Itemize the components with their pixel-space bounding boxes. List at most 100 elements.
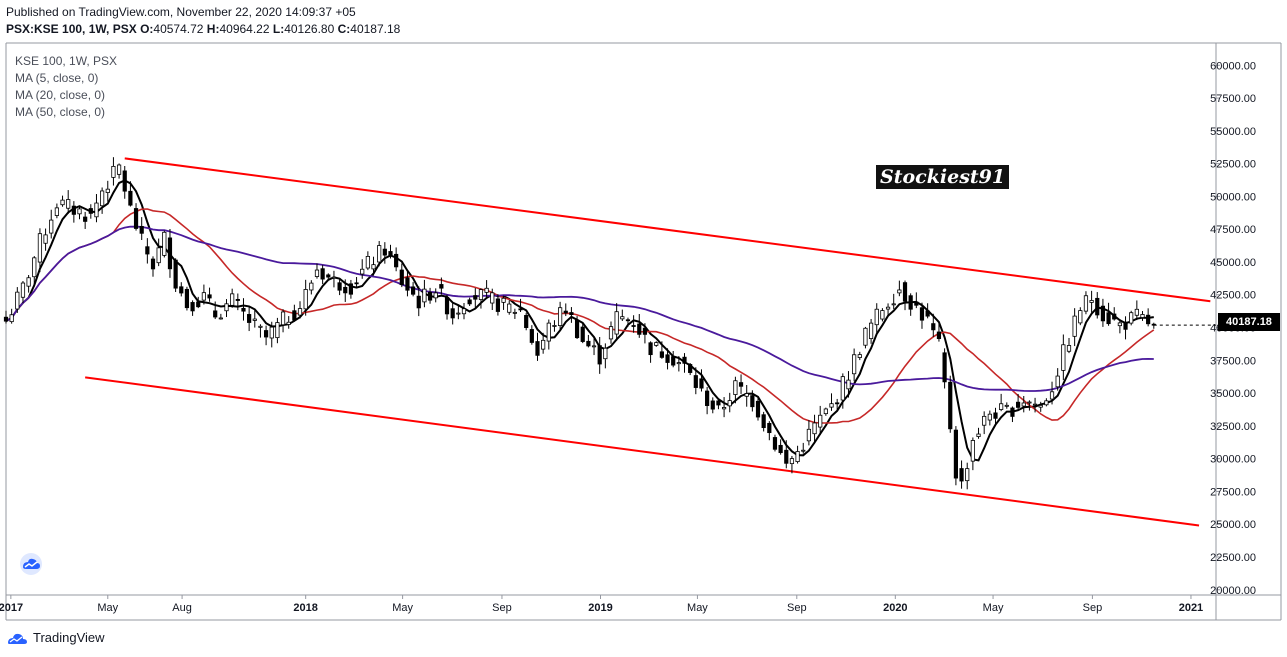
candle-body (247, 314, 252, 323)
candle (484, 280, 489, 299)
candle (230, 288, 235, 308)
candle-body (1078, 310, 1083, 324)
time-tick-label: May (97, 602, 118, 614)
candle (852, 348, 857, 382)
candle-body (26, 277, 31, 287)
candle-body (925, 310, 930, 317)
candle-body (1027, 401, 1032, 404)
candle-body (382, 248, 387, 256)
legend-ma5[interactable]: MA (5, close, 0) (15, 71, 99, 85)
candle (360, 259, 365, 279)
candle-body (416, 295, 421, 309)
candle (648, 341, 653, 363)
candle-body (852, 354, 857, 375)
candle-body (405, 277, 410, 291)
candle-body (982, 415, 987, 426)
candle-body (495, 298, 501, 312)
candle (1089, 290, 1094, 313)
candle-body (1044, 400, 1049, 406)
time-tick-label: Aug (172, 602, 192, 614)
candle-body (1140, 314, 1145, 318)
candle (688, 362, 693, 376)
candle-body (897, 289, 902, 294)
candle-body (716, 400, 721, 406)
candle (292, 304, 297, 322)
candle (1055, 368, 1060, 391)
candle-body (9, 314, 14, 323)
time-tick-label: 2021 (1179, 602, 1203, 614)
candle (71, 201, 76, 223)
candle-body (789, 458, 795, 465)
candle (224, 299, 229, 318)
ma-5-line (5, 179, 1154, 462)
tradingview-cloud-icon[interactable] (18, 553, 44, 575)
candle (3, 310, 9, 324)
candle (184, 286, 190, 311)
candle (394, 247, 399, 272)
candle-body (411, 286, 416, 295)
candle-body (665, 354, 670, 363)
candle-body (280, 311, 286, 326)
time-tick-label: Sep (787, 602, 807, 614)
candle-body (348, 283, 354, 295)
legend-ma50[interactable]: MA (50, close, 0) (15, 105, 106, 119)
candle-body (1123, 321, 1128, 330)
candle-body (66, 199, 71, 209)
footer-brand[interactable]: TradingView (33, 630, 105, 645)
candle (738, 374, 744, 394)
candle-body (258, 325, 263, 328)
candle (925, 303, 930, 319)
chart-legend: KSE 100, 1W, PSX MA (5, close, 0) MA (20… (15, 53, 117, 121)
ma-20-line (5, 208, 1155, 424)
candle (880, 308, 885, 322)
price-tick-label: 60000.00 (1210, 60, 1256, 72)
candle-body (625, 319, 631, 322)
candle (252, 308, 257, 328)
candle (20, 281, 26, 304)
price-tick-label: 57500.00 (1210, 93, 1256, 105)
candle (778, 439, 783, 455)
candle-body (614, 311, 619, 335)
candle-body (563, 310, 568, 314)
candle-body (122, 170, 127, 192)
candle-body (637, 323, 642, 335)
time-tick-label: May (392, 602, 413, 614)
candle (721, 397, 727, 418)
candle (558, 301, 563, 331)
candle (1134, 300, 1139, 321)
candle (987, 410, 992, 426)
ohlc-key: H: (203, 22, 220, 36)
candle-body (15, 291, 20, 310)
candle-body (529, 329, 534, 343)
candle (43, 228, 48, 251)
candle-body (863, 327, 868, 346)
candle-body (456, 312, 461, 315)
candle-body (512, 311, 517, 314)
candle (478, 288, 484, 309)
candle-body (337, 282, 342, 291)
candle-body (439, 284, 444, 289)
candle-body (100, 190, 105, 207)
ohlc-value: 40964.22 (219, 22, 270, 36)
price-tick-label: 22500.00 (1210, 552, 1256, 564)
candle (631, 315, 636, 333)
candle (993, 407, 998, 424)
candle (580, 322, 585, 344)
candle (1095, 292, 1100, 319)
candle (733, 376, 738, 404)
candle-body (823, 408, 828, 415)
candle (26, 274, 31, 293)
price-tick-label: 32500.00 (1210, 421, 1256, 433)
candle-body (184, 288, 190, 309)
candle-body (303, 289, 308, 310)
candle-body (546, 322, 551, 342)
candle-body (750, 395, 755, 408)
candle (750, 390, 755, 412)
candle-body (987, 413, 992, 421)
candle-body (761, 414, 766, 429)
candle (637, 314, 642, 338)
legend-ma20[interactable]: MA (20, close, 0) (15, 88, 106, 102)
candle (789, 455, 795, 474)
candle-body (490, 292, 495, 304)
